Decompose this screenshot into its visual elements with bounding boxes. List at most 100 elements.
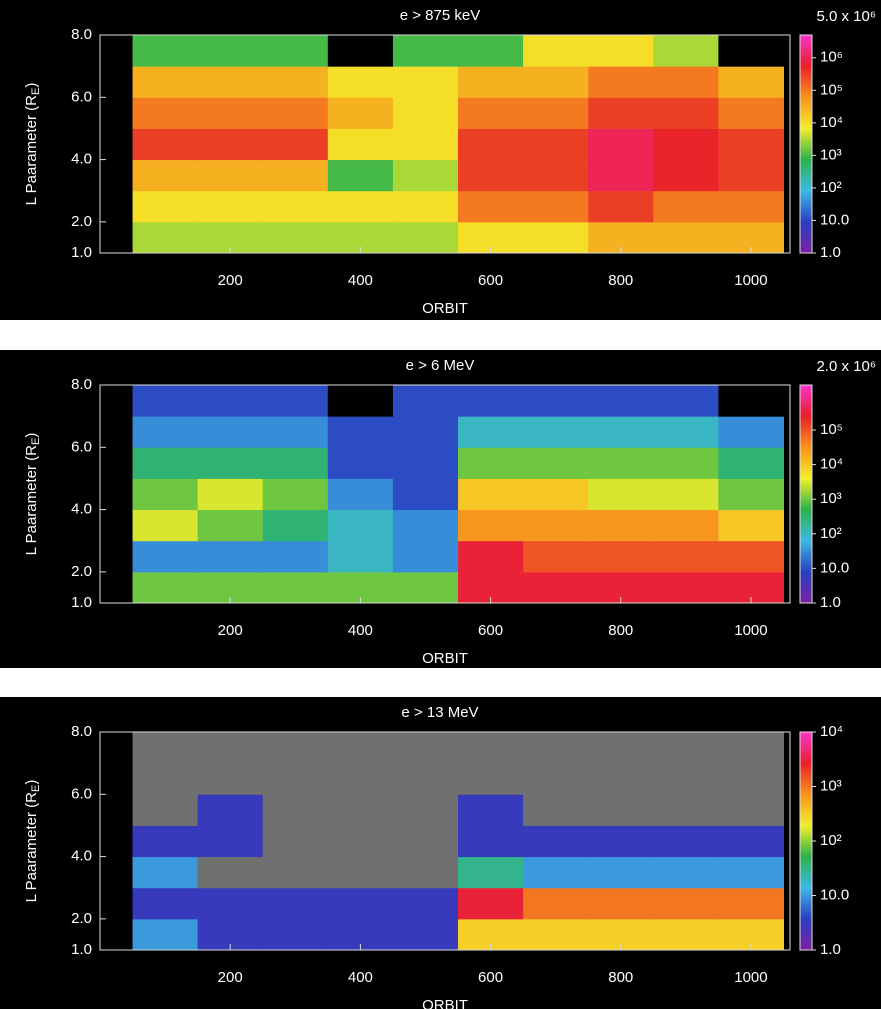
heatmap-cell xyxy=(197,97,264,129)
heatmap-cell xyxy=(458,887,524,920)
heatmap-cell xyxy=(718,385,784,417)
heatmap-cell xyxy=(132,509,199,542)
heatmap-cell xyxy=(392,128,459,161)
heatmap-cell xyxy=(392,35,459,67)
x-tick-label: 800 xyxy=(608,272,633,289)
y-tick-label: 4.0 xyxy=(71,501,92,518)
heatmap-cell xyxy=(392,856,459,889)
heatmap-cell xyxy=(523,416,589,448)
heatmap-cell xyxy=(327,97,394,129)
heatmap-cell xyxy=(523,385,589,417)
heatmap-cell xyxy=(197,794,264,826)
x-tick-label: 1000 xyxy=(734,272,767,289)
heatmap-cell xyxy=(197,66,264,98)
heatmap-cell xyxy=(718,447,784,479)
heatmap-cell xyxy=(327,856,394,889)
heatmap-cell xyxy=(132,35,199,67)
heatmap-cell xyxy=(262,97,329,129)
heatmap-cell xyxy=(132,221,199,254)
heatmap-cell xyxy=(132,97,199,129)
heatmap-cell xyxy=(132,856,199,889)
heatmap-cell xyxy=(132,159,199,192)
heatmap-cell xyxy=(588,540,654,573)
heatmap-cell xyxy=(392,732,459,764)
colorbar-tick-label: 10³ xyxy=(820,146,842,163)
y-tick-label: 4.0 xyxy=(71,151,92,168)
colorbar xyxy=(799,384,813,604)
heatmap-cell xyxy=(523,509,589,542)
colorbar-tick-label: 10² xyxy=(820,179,842,196)
heatmap-cell xyxy=(588,97,654,129)
chart-title: e > 875 keV xyxy=(400,7,480,24)
heatmap-cell xyxy=(262,385,329,417)
heatmap-cell xyxy=(197,190,264,223)
y-tick-label: 6.0 xyxy=(71,88,92,105)
colorbar-tick-label: 10⁴ xyxy=(820,114,843,131)
heatmap-cell xyxy=(262,478,329,511)
colorbar-tick-label: 10.0 xyxy=(820,886,849,903)
heatmap-cell xyxy=(653,128,719,161)
heatmap-cell xyxy=(588,190,654,223)
heatmap-cell xyxy=(392,159,459,192)
heatmap-cell xyxy=(262,918,329,951)
heatmap-cell xyxy=(327,128,394,161)
heatmap-cell xyxy=(523,856,589,889)
heatmap-cell xyxy=(458,97,524,129)
x-tick-label: 400 xyxy=(348,969,373,986)
heatmap-cell xyxy=(588,447,654,479)
heatmap-cell xyxy=(262,447,329,479)
heatmap-cell xyxy=(653,794,719,826)
heatmap-cell xyxy=(588,794,654,826)
colorbar-tick-label: 1.0 xyxy=(820,941,841,958)
heatmap-cell xyxy=(653,509,719,542)
x-tick-label: 400 xyxy=(348,272,373,289)
chart-title: e > 6 MeV xyxy=(406,357,475,374)
heatmap-cell xyxy=(588,763,654,795)
colorbar-tick-label: 1.0 xyxy=(820,244,841,261)
heatmap-cell xyxy=(197,159,264,192)
heatmap-cell xyxy=(132,540,199,573)
heatmap-cell xyxy=(327,825,394,858)
heatmap-cell xyxy=(588,732,654,764)
heatmap-cell xyxy=(132,794,199,826)
colorbar-tick-label: 10⁵ xyxy=(820,81,843,98)
y-axis-label: L Paarameter (RE) xyxy=(23,83,42,206)
chart-title: e > 13 MeV xyxy=(401,704,478,721)
heatmap-cell xyxy=(327,540,394,573)
heatmap-cell xyxy=(523,221,589,254)
heatmap-cell xyxy=(588,416,654,448)
heatmap-cell xyxy=(588,159,654,192)
heatmap-cell xyxy=(718,856,784,889)
x-tick-label: 200 xyxy=(218,622,243,639)
heatmap-cell xyxy=(392,825,459,858)
heatmap-cell xyxy=(718,416,784,448)
heatmap-cell xyxy=(718,763,784,795)
heatmap-cell xyxy=(588,887,654,920)
colorbar-max-label: 5.0 x 10⁶ xyxy=(816,8,876,25)
x-axis-label: ORBIT xyxy=(422,300,468,317)
heatmap-cell xyxy=(132,385,199,417)
heatmap-cell xyxy=(132,128,199,161)
heatmap-cell xyxy=(327,385,394,417)
heatmap-cell xyxy=(392,540,459,573)
colorbar xyxy=(799,731,813,951)
y-tick-label: 1.0 xyxy=(71,941,92,958)
heatmap-cell xyxy=(392,571,459,604)
y-tick-label: 6.0 xyxy=(71,785,92,802)
plot-frame xyxy=(99,34,791,254)
y-tick-label: 8.0 xyxy=(71,376,92,393)
heatmap-cell xyxy=(197,732,264,764)
heatmap-cell xyxy=(132,190,199,223)
heatmap-cell xyxy=(392,97,459,129)
heatmap-cell xyxy=(262,190,329,223)
y-axis-label-part: E xyxy=(30,438,42,445)
y-tick-label: 4.0 xyxy=(71,848,92,865)
heatmap-cell xyxy=(262,571,329,604)
heatmap-cell xyxy=(523,97,589,129)
x-tick-label: 200 xyxy=(218,272,243,289)
colorbar-tick-label: 10⁴ xyxy=(820,723,843,740)
heatmap-cell xyxy=(132,447,199,479)
y-tick-label: 1.0 xyxy=(71,244,92,261)
heatmap-cell xyxy=(523,825,589,858)
heatmap-cell xyxy=(327,416,394,448)
